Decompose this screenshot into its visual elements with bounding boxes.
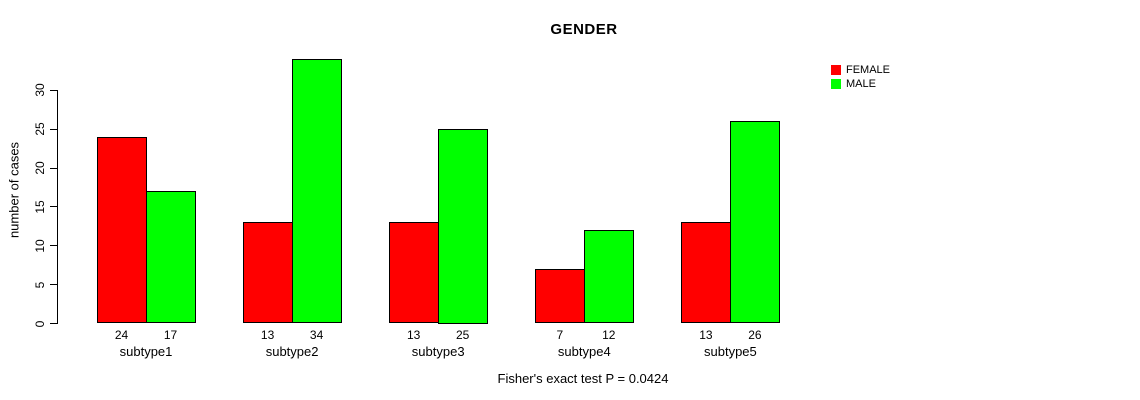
y-tick-label-20: 20: [33, 161, 47, 175]
caption-fisher-test: Fisher's exact test P = 0.0424: [497, 371, 669, 386]
bar-male-subtype1: [146, 191, 196, 324]
y-tick-15: [50, 206, 57, 208]
y-tick-0: [50, 323, 57, 324]
y-tick-5: [50, 284, 57, 286]
bar-value-label-female-subtype4: 7: [556, 327, 564, 342]
bar-value-label-male-subtype3: 25: [456, 327, 470, 342]
y-tick-label-25: 25: [33, 122, 47, 136]
y-tick-10: [50, 245, 57, 247]
y-tick-30: [50, 89, 57, 91]
legend-label-female: FEMALE: [846, 64, 891, 76]
bar-female-subtype4: [535, 269, 586, 324]
legend-label-male: MALE: [846, 78, 876, 90]
y-tick-label-30: 30: [33, 83, 47, 98]
bar-female-subtype3: [389, 222, 440, 324]
bar-male-subtype5: [730, 121, 781, 324]
bar-value-label-female-subtype3: 13: [407, 327, 421, 342]
bar-female-subtype5: [681, 222, 732, 324]
bar-value-label-male-subtype4: 12: [602, 327, 616, 342]
bar-male-subtype2: [292, 59, 343, 324]
bar-female-subtype2: [243, 222, 294, 324]
y-tick-label-0: 0: [33, 320, 47, 327]
bar-value-label-male-subtype5: 26: [748, 327, 762, 342]
y-tick-25: [50, 128, 57, 130]
bar-female-subtype1: [97, 137, 147, 324]
bar-male-subtype4: [584, 230, 635, 324]
bar-value-label-male-subtype1: 17: [163, 327, 178, 342]
bar-male-subtype3: [438, 129, 489, 324]
legend-item-female: FEMALE: [831, 64, 890, 76]
category-label-subtype1: subtype1: [119, 343, 173, 359]
y-axis-line: [57, 90, 58, 325]
bar-value-label-female-subtype5: 13: [699, 327, 713, 342]
y-tick-label-15: 15: [33, 200, 47, 214]
bar-value-label-female-subtype1: 24: [114, 327, 129, 342]
y-tick-label-10: 10: [33, 239, 47, 253]
y-tick-label-5: 5: [33, 281, 47, 288]
category-label-subtype5: subtype5: [704, 343, 757, 359]
category-label-subtype4: subtype4: [557, 343, 611, 359]
legend-swatch-male: [831, 79, 841, 89]
bar-value-label-male-subtype2: 34: [309, 327, 324, 342]
y-axis-label: number of cases: [6, 141, 22, 239]
legend: FEMALE MALE: [831, 64, 890, 92]
category-label-subtype3: subtype3: [411, 343, 465, 359]
category-label-subtype2: subtype2: [265, 343, 319, 359]
bar-value-label-female-subtype2: 13: [260, 327, 275, 342]
legend-swatch-female: [831, 65, 841, 75]
y-tick-20: [50, 167, 57, 169]
legend-item-male: MALE: [831, 78, 890, 90]
chart-title: GENDER: [550, 21, 618, 38]
